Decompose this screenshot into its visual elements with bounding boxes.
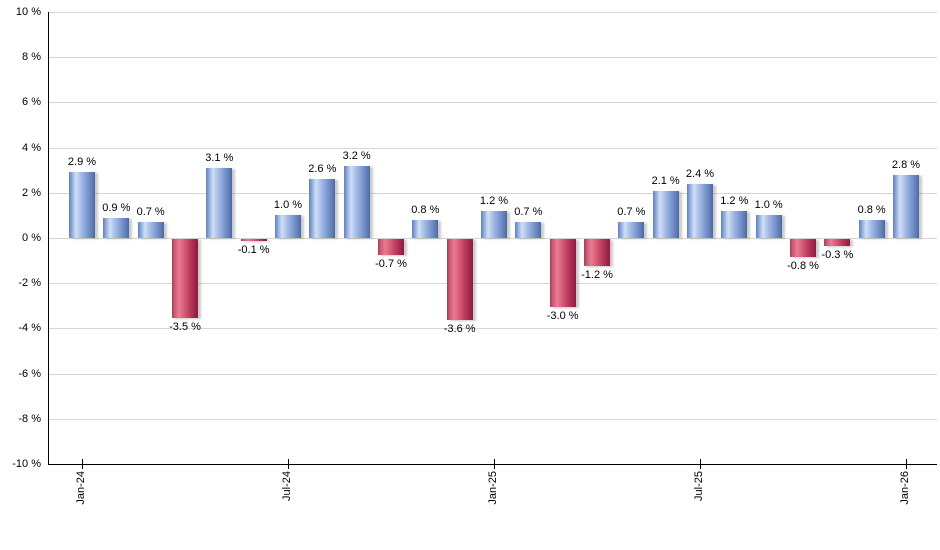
gridline bbox=[49, 57, 937, 59]
bar-value-label: 0.8 % bbox=[411, 203, 440, 216]
gridline bbox=[49, 418, 937, 420]
bar-value-label: 0.7 % bbox=[617, 206, 646, 219]
y-tick-label: 8 % bbox=[22, 51, 41, 64]
bar-negative[interactable] bbox=[172, 239, 198, 319]
y-tick-label: -10 % bbox=[12, 458, 41, 470]
bar-value-label: -0.8 % bbox=[787, 260, 819, 273]
gridline bbox=[49, 192, 937, 194]
x-axis-tick bbox=[288, 459, 289, 469]
bar-value-label: 1.2 % bbox=[720, 194, 749, 207]
bar-value-label: 1.0 % bbox=[273, 199, 303, 212]
bar-value-label: -3.6 % bbox=[443, 323, 476, 336]
gridline bbox=[49, 283, 937, 285]
bar-value-label: 2.6 % bbox=[308, 163, 337, 176]
bar-positive[interactable] bbox=[687, 183, 713, 238]
bar-negative[interactable] bbox=[240, 239, 267, 242]
bar-positive[interactable] bbox=[137, 222, 164, 238]
bar-value-label: -1.2 % bbox=[581, 269, 613, 282]
bar-value-label: -0.3 % bbox=[821, 248, 854, 261]
bar-value-label: 0.7 % bbox=[514, 206, 543, 219]
bar-positive[interactable] bbox=[721, 210, 748, 238]
bar-negative[interactable] bbox=[378, 239, 404, 255]
bar-positive[interactable] bbox=[309, 179, 336, 238]
y-tick-label: -8 % bbox=[18, 412, 41, 425]
y-tick-label: -4 % bbox=[18, 322, 41, 335]
x-tick-label: Jan-24 bbox=[75, 471, 87, 505]
y-tick-label: -6 % bbox=[18, 367, 41, 380]
bar-value-label: 3.1 % bbox=[205, 151, 234, 164]
bar-value-label: 0.9 % bbox=[102, 201, 131, 214]
bar-value-label: 1.2 % bbox=[479, 194, 509, 207]
bar-positive[interactable] bbox=[103, 217, 130, 238]
gridline bbox=[49, 238, 937, 239]
gridline bbox=[49, 147, 937, 149]
bar-value-label: -3.5 % bbox=[169, 321, 201, 334]
bar-positive[interactable] bbox=[69, 172, 95, 238]
bar-positive[interactable] bbox=[893, 174, 919, 238]
gridline bbox=[49, 12, 937, 13]
bar-positive[interactable] bbox=[206, 167, 233, 238]
bar-negative[interactable] bbox=[549, 239, 576, 307]
x-axis-tick bbox=[906, 459, 907, 469]
bar-value-label: 1.0 % bbox=[754, 199, 783, 212]
y-tick-label: 6 % bbox=[22, 96, 41, 109]
x-tick-label: Jan-25 bbox=[487, 471, 499, 505]
bar-positive[interactable] bbox=[343, 165, 370, 238]
bar-value-label: 0.7 % bbox=[136, 206, 165, 219]
x-axis-tick bbox=[494, 459, 495, 469]
y-tick-label: 4 % bbox=[22, 141, 41, 154]
bar-positive[interactable] bbox=[515, 222, 542, 238]
gridline bbox=[49, 373, 937, 375]
y-axis: 10 % 8 % 6 % 4 % 2 % 0 % -2 % -4 % -6 % -8 % -10 % bbox=[0, 6, 44, 470]
bar-value-label: -0.7 % bbox=[375, 257, 407, 270]
bar-positive[interactable] bbox=[481, 210, 507, 238]
bar-positive[interactable] bbox=[755, 215, 782, 238]
x-axis-tick bbox=[82, 459, 83, 469]
gridline bbox=[49, 328, 937, 330]
bar-value-label: 0.8 % bbox=[857, 203, 886, 216]
bar-value-label: 2.4 % bbox=[685, 167, 715, 180]
bar-positive[interactable] bbox=[618, 222, 645, 238]
bar-negative[interactable] bbox=[824, 239, 851, 246]
bar-value-label: 2.1 % bbox=[651, 174, 680, 187]
x-axis-tick bbox=[700, 459, 701, 469]
bar-positive[interactable] bbox=[412, 219, 439, 238]
bar-value-label: 2.8 % bbox=[891, 158, 921, 171]
bar-negative[interactable] bbox=[584, 239, 610, 267]
bar-value-label: 3.2 % bbox=[342, 149, 371, 162]
bar-negative[interactable] bbox=[446, 239, 473, 321]
bar-value-label: 2.9 % bbox=[67, 156, 97, 169]
x-tick-label: Jan-26 bbox=[899, 471, 911, 505]
bar-positive[interactable] bbox=[858, 219, 885, 238]
y-tick-label: 10 % bbox=[15, 6, 41, 18]
bar-value-label: -3.0 % bbox=[546, 309, 579, 322]
bar-value-label: -0.1 % bbox=[237, 244, 270, 257]
y-tick-label: 0 % bbox=[22, 232, 41, 244]
y-tick-label: -2 % bbox=[18, 277, 41, 290]
y-tick-label: 2 % bbox=[22, 186, 41, 199]
plot-area: 2.9 % 0.9 % 0.7 % -3.5 % 3.1 % -0.1 % 1.0 % 2.6… bbox=[48, 12, 937, 505]
bar-positive[interactable] bbox=[275, 215, 301, 238]
x-tick-label: Jul-24 bbox=[281, 471, 293, 501]
gridline bbox=[49, 102, 937, 104]
bar-negative[interactable] bbox=[790, 239, 816, 258]
x-tick-label: Jul-25 bbox=[693, 471, 705, 501]
bar-positive[interactable] bbox=[652, 190, 679, 238]
